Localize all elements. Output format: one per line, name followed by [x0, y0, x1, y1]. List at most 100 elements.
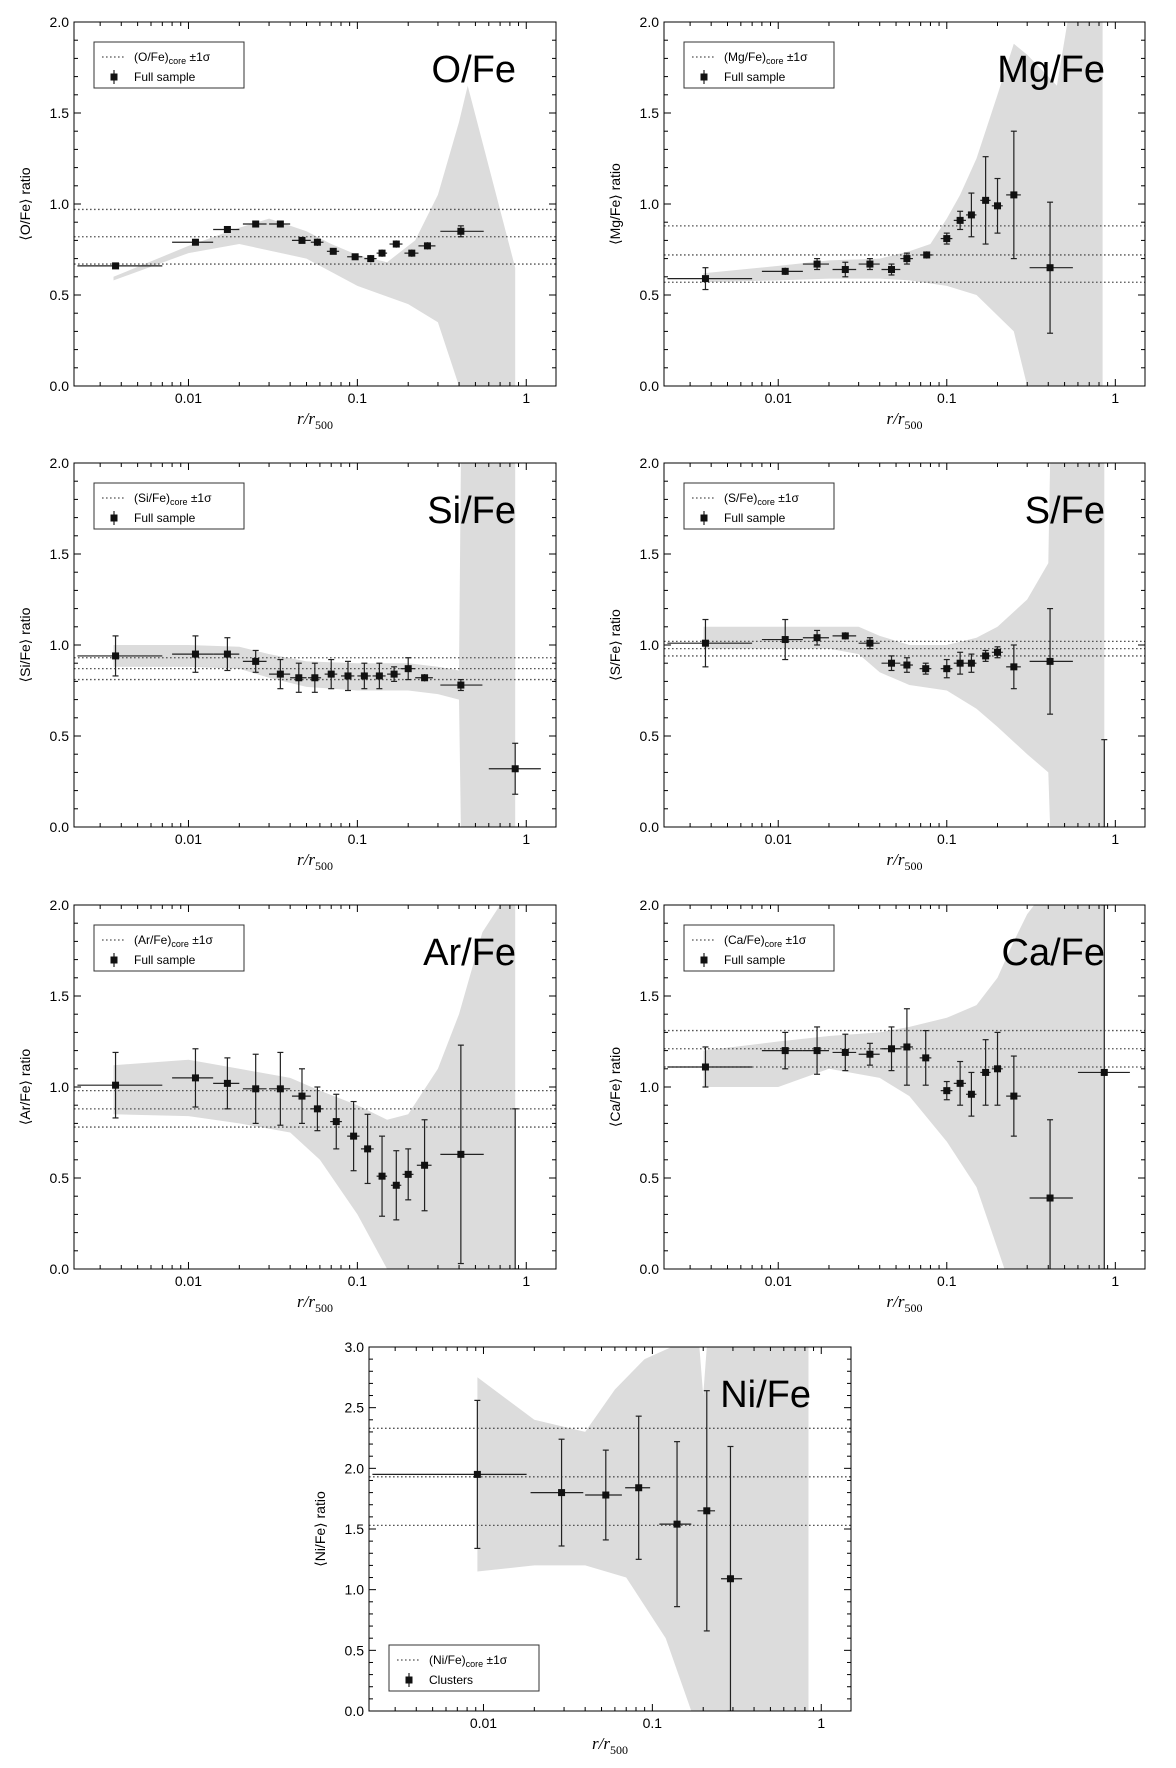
square-marker: [276, 670, 284, 678]
plot-area: [664, 22, 1145, 386]
legend-box: [93, 924, 245, 972]
data-point-6: [881, 1026, 901, 1072]
legend-square: [110, 514, 118, 522]
data-point-5: [269, 1051, 291, 1126]
square-marker: [473, 1470, 481, 1478]
square-marker: [701, 275, 709, 283]
data-point-9: [940, 232, 953, 245]
legend: (Ca/Fe)core ±1σ Full sample: [683, 924, 835, 972]
data-point-6: [290, 662, 307, 693]
data-point-16: [512, 1108, 519, 1269]
legend-marker-swatch: [405, 1673, 413, 1687]
data-point-14: [415, 674, 433, 682]
data-point-5: [858, 637, 880, 650]
square-marker: [943, 235, 951, 243]
square-marker: [276, 1085, 284, 1093]
square-marker: [392, 1181, 400, 1189]
square-marker: [1100, 1068, 1108, 1076]
data-point-9: [940, 658, 953, 679]
plot-area: [664, 463, 1145, 827]
square-marker: [191, 1074, 199, 1082]
data-point-3: [213, 637, 240, 672]
square-marker: [982, 652, 990, 660]
square-marker: [923, 251, 931, 259]
x-tick-label: 0.01: [765, 390, 792, 406]
data-point-3: [213, 225, 240, 233]
panel-title: Ar/Fe: [423, 932, 516, 974]
legend-series-label: Full sample: [724, 953, 786, 967]
legend-marker-swatch: [700, 953, 708, 967]
data-point-11: [965, 653, 977, 673]
legend-ref-label: (Ar/Fe)core ±1σ: [134, 933, 213, 949]
square-marker: [994, 648, 1002, 656]
data-point-8: [324, 658, 338, 690]
data-point-14: [416, 1119, 432, 1212]
legend: (Ni/Fe)core ±1σ Clusters: [388, 1644, 540, 1692]
square-marker: [903, 661, 911, 669]
square-marker: [276, 220, 284, 228]
legend-series-label: Clusters: [429, 1673, 473, 1687]
legend-box: [388, 1644, 540, 1692]
square-marker: [1010, 1092, 1018, 1100]
data-point-16: [1077, 905, 1130, 1269]
data-point-16: [1101, 739, 1108, 827]
square-marker: [313, 1105, 321, 1113]
square-marker: [295, 674, 303, 682]
y-tick-label: 0.5: [640, 287, 660, 303]
square-marker: [367, 255, 375, 263]
x-axis-label: r/r500: [592, 1734, 628, 1757]
scatter-band: [113, 85, 516, 386]
square-marker: [841, 266, 849, 274]
y-tick-label: 0.5: [50, 728, 70, 744]
legend-marker-swatch: [110, 511, 118, 525]
square-marker: [191, 650, 199, 658]
data-point-15: [440, 225, 484, 238]
x-axis-label: r/r500: [887, 850, 923, 873]
legend-ref-label: (Ca/Fe)core ±1σ: [724, 933, 807, 949]
square-marker: [392, 240, 400, 248]
y-tick-label: 2.0: [50, 897, 70, 913]
square-marker: [351, 253, 359, 261]
y-tick-label: 2.0: [345, 1460, 365, 1476]
square-marker: [956, 216, 964, 224]
square-marker: [903, 1043, 911, 1051]
legend-square: [700, 956, 708, 964]
data-point-1: [667, 267, 753, 291]
x-tick-label: 0.01: [765, 1273, 792, 1289]
data-point-10: [953, 210, 966, 231]
panel-title: S/Fe: [1025, 490, 1105, 532]
y-axis-label: ⟨Ar/Fe⟩ ratio: [17, 1049, 33, 1125]
data-point-15: [440, 1044, 484, 1265]
data-point-12: [980, 649, 991, 662]
square-marker: [457, 1150, 465, 1158]
data-point-10: [953, 1060, 966, 1106]
data-point-4: [625, 1415, 651, 1560]
x-tick-label: 0.1: [937, 1273, 957, 1289]
data-point-7: [900, 1008, 913, 1086]
square-marker: [223, 225, 231, 233]
square-marker: [841, 632, 849, 640]
square-marker: [866, 639, 874, 647]
data-point-14: [1006, 644, 1021, 690]
panel-title: Ni/Fe: [720, 1374, 811, 1416]
x-tick-label: 0.1: [937, 390, 957, 406]
square-marker: [350, 1132, 358, 1140]
data-point-11: [372, 662, 386, 690]
square-marker: [511, 765, 519, 773]
y-tick-label: 1.5: [50, 546, 70, 562]
x-tick-label: 1: [522, 1273, 530, 1289]
y-tick-label: 1.5: [640, 988, 660, 1004]
panel-s-fe: 0.01 0.1 1 0.0 0.5 1.0 1.5 2.0 r/r500 ⟨S/Fe⟩ rati…: [607, 455, 1146, 873]
square-marker: [223, 650, 231, 658]
data-point-12: [980, 1039, 991, 1106]
y-tick-label: 0.0: [50, 378, 70, 394]
panel-title: Ca/Fe: [1002, 932, 1105, 974]
y-tick-label: 0.0: [50, 819, 70, 835]
data-point-13: [991, 1031, 1003, 1106]
data-point-4: [832, 261, 857, 278]
y-tick-label: 0.0: [640, 819, 660, 835]
scatter-band: [703, 22, 1103, 386]
square-marker: [781, 267, 789, 275]
data-point-3: [802, 629, 829, 646]
